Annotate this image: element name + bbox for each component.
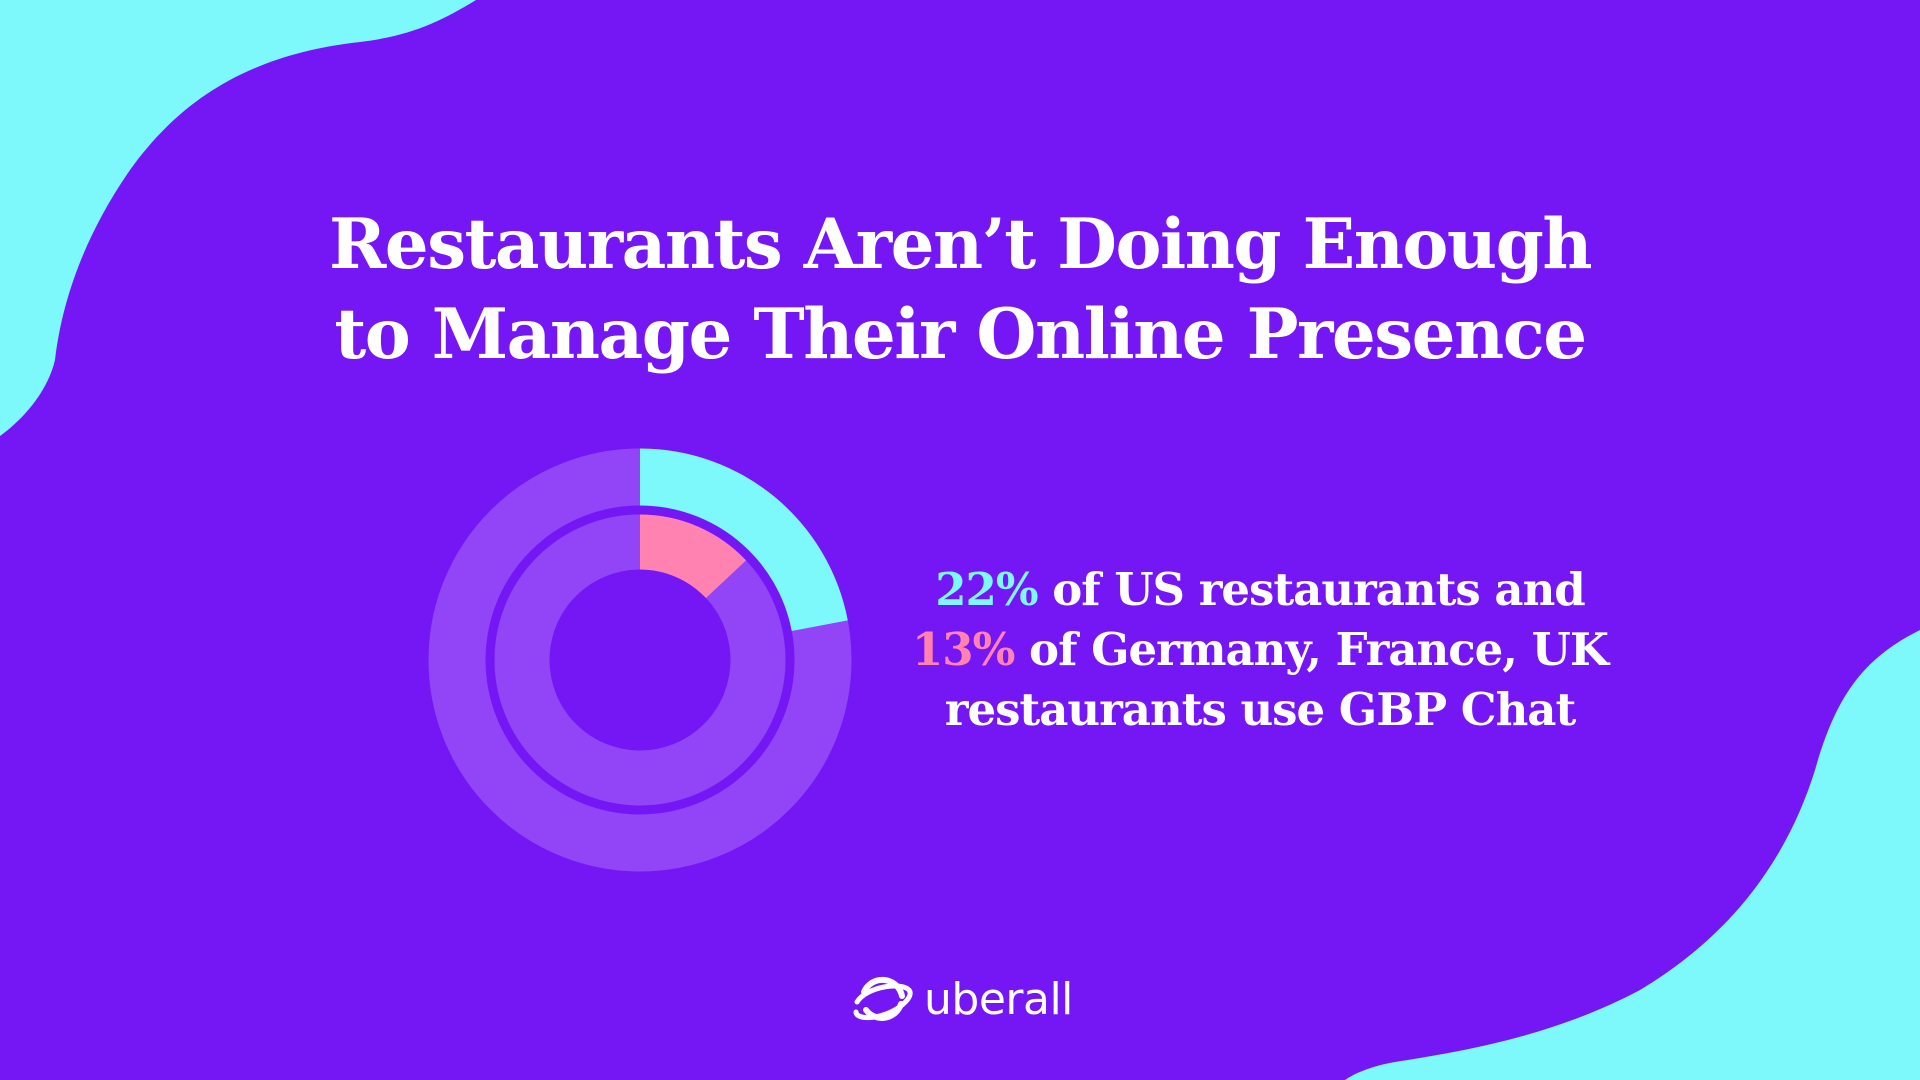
nested-donut-chart xyxy=(428,448,852,872)
top-left-blob xyxy=(0,0,476,436)
headline: Restaurants Aren’t Doing Enough to Manag… xyxy=(260,200,1660,380)
statistic-line-3: restaurants use GBP Chat xyxy=(944,683,1577,736)
outer-ring-segment xyxy=(640,448,848,632)
statistic-line-2: 13% of Germany, France, UK xyxy=(860,620,1660,680)
bottom-right-blob xyxy=(1345,630,1920,1080)
us-percentage: 22% xyxy=(935,563,1038,616)
headline-line-1: Restaurants Aren’t Doing Enough xyxy=(328,204,1593,285)
us-description: of US restaurants and xyxy=(1037,563,1586,616)
uberall-logo: uberall xyxy=(852,972,1073,1028)
eu-description: of Germany, France, UK xyxy=(1014,623,1609,676)
statistic-line-1: 22% of US restaurants and xyxy=(860,560,1660,620)
eu-percentage: 13% xyxy=(912,623,1015,676)
statistic-text: 22% of US restaurants and 13% of Germany… xyxy=(860,560,1660,740)
headline-line-2: to Manage Their Online Presence xyxy=(334,294,1587,375)
inner-ring-segment xyxy=(640,514,747,599)
brand-name: uberall xyxy=(924,974,1073,1025)
planet-ring-icon xyxy=(853,976,913,1021)
